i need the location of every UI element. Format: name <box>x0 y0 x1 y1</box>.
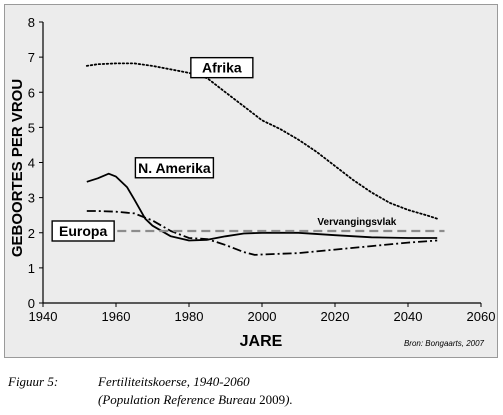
x-axis-title: JARE <box>240 333 283 350</box>
series-line-afrika <box>85 62 439 220</box>
caption-source-end: ). <box>285 392 293 407</box>
europa-label: Europa <box>51 220 115 242</box>
series-line-n-amerika <box>86 172 438 242</box>
fertility-line-chart: 1940 1960 1980 2000 2020 2040 2060 0 1 2 3 4 5 6 7 8 Af… <box>9 15 496 350</box>
y-tick-label: 7 <box>28 50 35 65</box>
x-tick-label: 1960 <box>102 309 131 324</box>
caption-source-year: 2009 <box>255 392 286 407</box>
caption-source-start: (Population Reference Bureau <box>98 392 256 407</box>
y-axis-title: GEBOORTES PER VROU <box>9 79 26 257</box>
series-lines <box>61 62 445 256</box>
x-tick-label: 2020 <box>321 309 350 324</box>
figure-caption-line2: (Population Reference Bureau 2009). <box>98 392 293 408</box>
x-tick-label: 1940 <box>29 309 58 324</box>
namerika-label: N. Amerika <box>134 157 215 179</box>
x-tick-label: 2060 <box>467 309 496 324</box>
figure-label: Figuur 5: <box>8 374 59 389</box>
namerika-label-text: N. Amerika <box>138 160 211 176</box>
y-tick-label: 0 <box>28 296 35 311</box>
afrika-label: Afrika <box>190 56 254 79</box>
source-note: Bron: Bongaarts, 2007 <box>404 339 485 348</box>
y-tick-label: 5 <box>28 120 35 135</box>
namerika-label-box <box>134 157 215 179</box>
y-tick-label: 1 <box>28 261 35 276</box>
europa-label-box <box>51 220 115 242</box>
figure-caption-line1: Fertiliteitskoerse, 1940-2060 <box>98 374 250 389</box>
y-tick-label: 3 <box>28 191 35 206</box>
series-line-europa <box>86 210 438 256</box>
x-tick-label: 2040 <box>394 309 423 324</box>
vervangingsvlak-label: Vervangingsvlak <box>317 217 396 228</box>
y-tick-label: 6 <box>28 85 35 100</box>
series-labels: Afrika N. Amerika Europa Vervangingsvlak <box>51 56 397 242</box>
y-tick-label: 8 <box>28 15 35 30</box>
europa-label-text: Europa <box>59 223 107 239</box>
y-tick-label: 4 <box>28 156 35 171</box>
x-tick-label: 1980 <box>175 309 204 324</box>
x-tick-label: 2000 <box>248 309 277 324</box>
afrika-label-text: Afrika <box>202 60 242 76</box>
y-tick-label: 2 <box>28 226 35 241</box>
axes <box>39 21 482 307</box>
afrika-label-box <box>190 56 254 79</box>
tick-labels: 1940 1960 1980 2000 2020 2040 2060 0 1 2 3 4 5 6 7 8 <box>28 15 496 324</box>
